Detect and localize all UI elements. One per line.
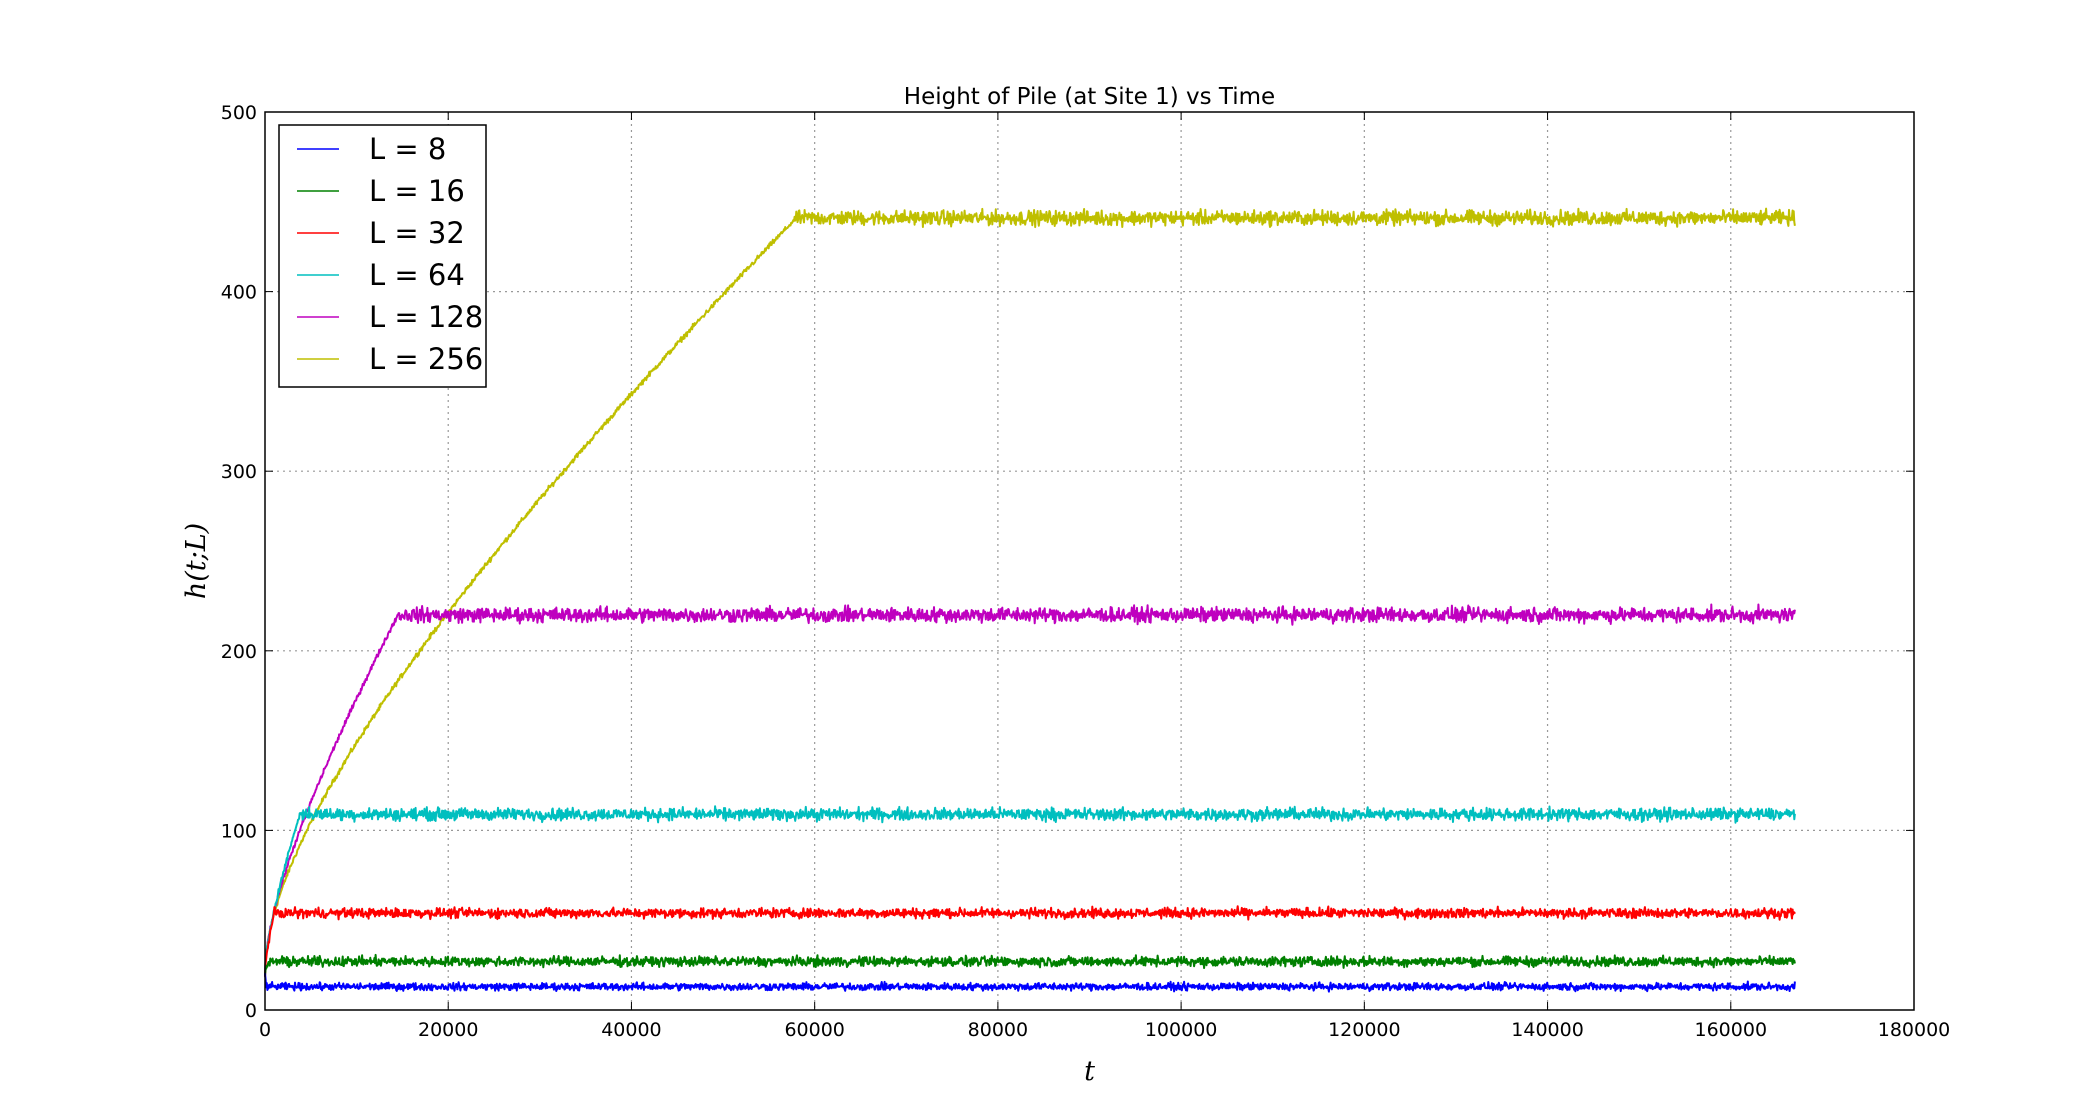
x-tick-label: 80000 xyxy=(968,1019,1028,1041)
series-line-16 xyxy=(264,953,1796,976)
legend-label: L = 32 xyxy=(369,216,465,250)
x-tick-label: 40000 xyxy=(601,1019,661,1041)
x-tick-label: 180000 xyxy=(1878,1019,1951,1041)
legend-box xyxy=(278,124,487,388)
x-tick-label: 140000 xyxy=(1511,1019,1584,1041)
series-line-32 xyxy=(264,905,1796,977)
y-tick-label: 400 xyxy=(221,282,257,304)
x-tick-label: 100000 xyxy=(1145,1019,1218,1041)
plot-frame xyxy=(264,111,1915,1011)
legend-label: L = 64 xyxy=(369,258,465,292)
x-tick-label: 0 xyxy=(259,1019,271,1041)
series-line-256 xyxy=(264,207,1796,974)
legend-label: L = 128 xyxy=(369,300,483,334)
legend: L = 8 L = 16 L = 32 L = 64 L = 128 L = 256 xyxy=(278,124,487,388)
legend-label: L = 8 xyxy=(369,132,446,166)
legend-label: L = 16 xyxy=(369,174,465,208)
axis-ticks: 0 20000 40000 60000 80000 100000 120000 140000 1… xyxy=(221,102,1951,1041)
y-axis-label: h(t;L) xyxy=(181,523,212,599)
y-tick-label: 0 xyxy=(245,1000,257,1022)
x-tick-label: 20000 xyxy=(418,1019,478,1041)
x-tick-label: 60000 xyxy=(784,1019,844,1041)
x-tick-label: 160000 xyxy=(1695,1019,1768,1041)
series-line-128 xyxy=(264,603,1796,977)
y-tick-label: 300 xyxy=(221,461,257,483)
y-tick-label: 200 xyxy=(221,641,257,663)
chart-title: Height of Pile (at Site 1) vs Time xyxy=(904,84,1275,110)
series-line-64 xyxy=(264,805,1796,974)
x-tick-label: 120000 xyxy=(1328,1019,1401,1041)
series-line-8 xyxy=(264,973,1796,993)
x-axis-label: t xyxy=(1084,1056,1095,1087)
y-tick-label: 500 xyxy=(221,102,257,124)
legend-label: L = 256 xyxy=(369,342,483,376)
grid-lines xyxy=(265,112,1914,1010)
y-tick-label: 100 xyxy=(221,820,257,842)
plot-series xyxy=(264,207,1796,993)
